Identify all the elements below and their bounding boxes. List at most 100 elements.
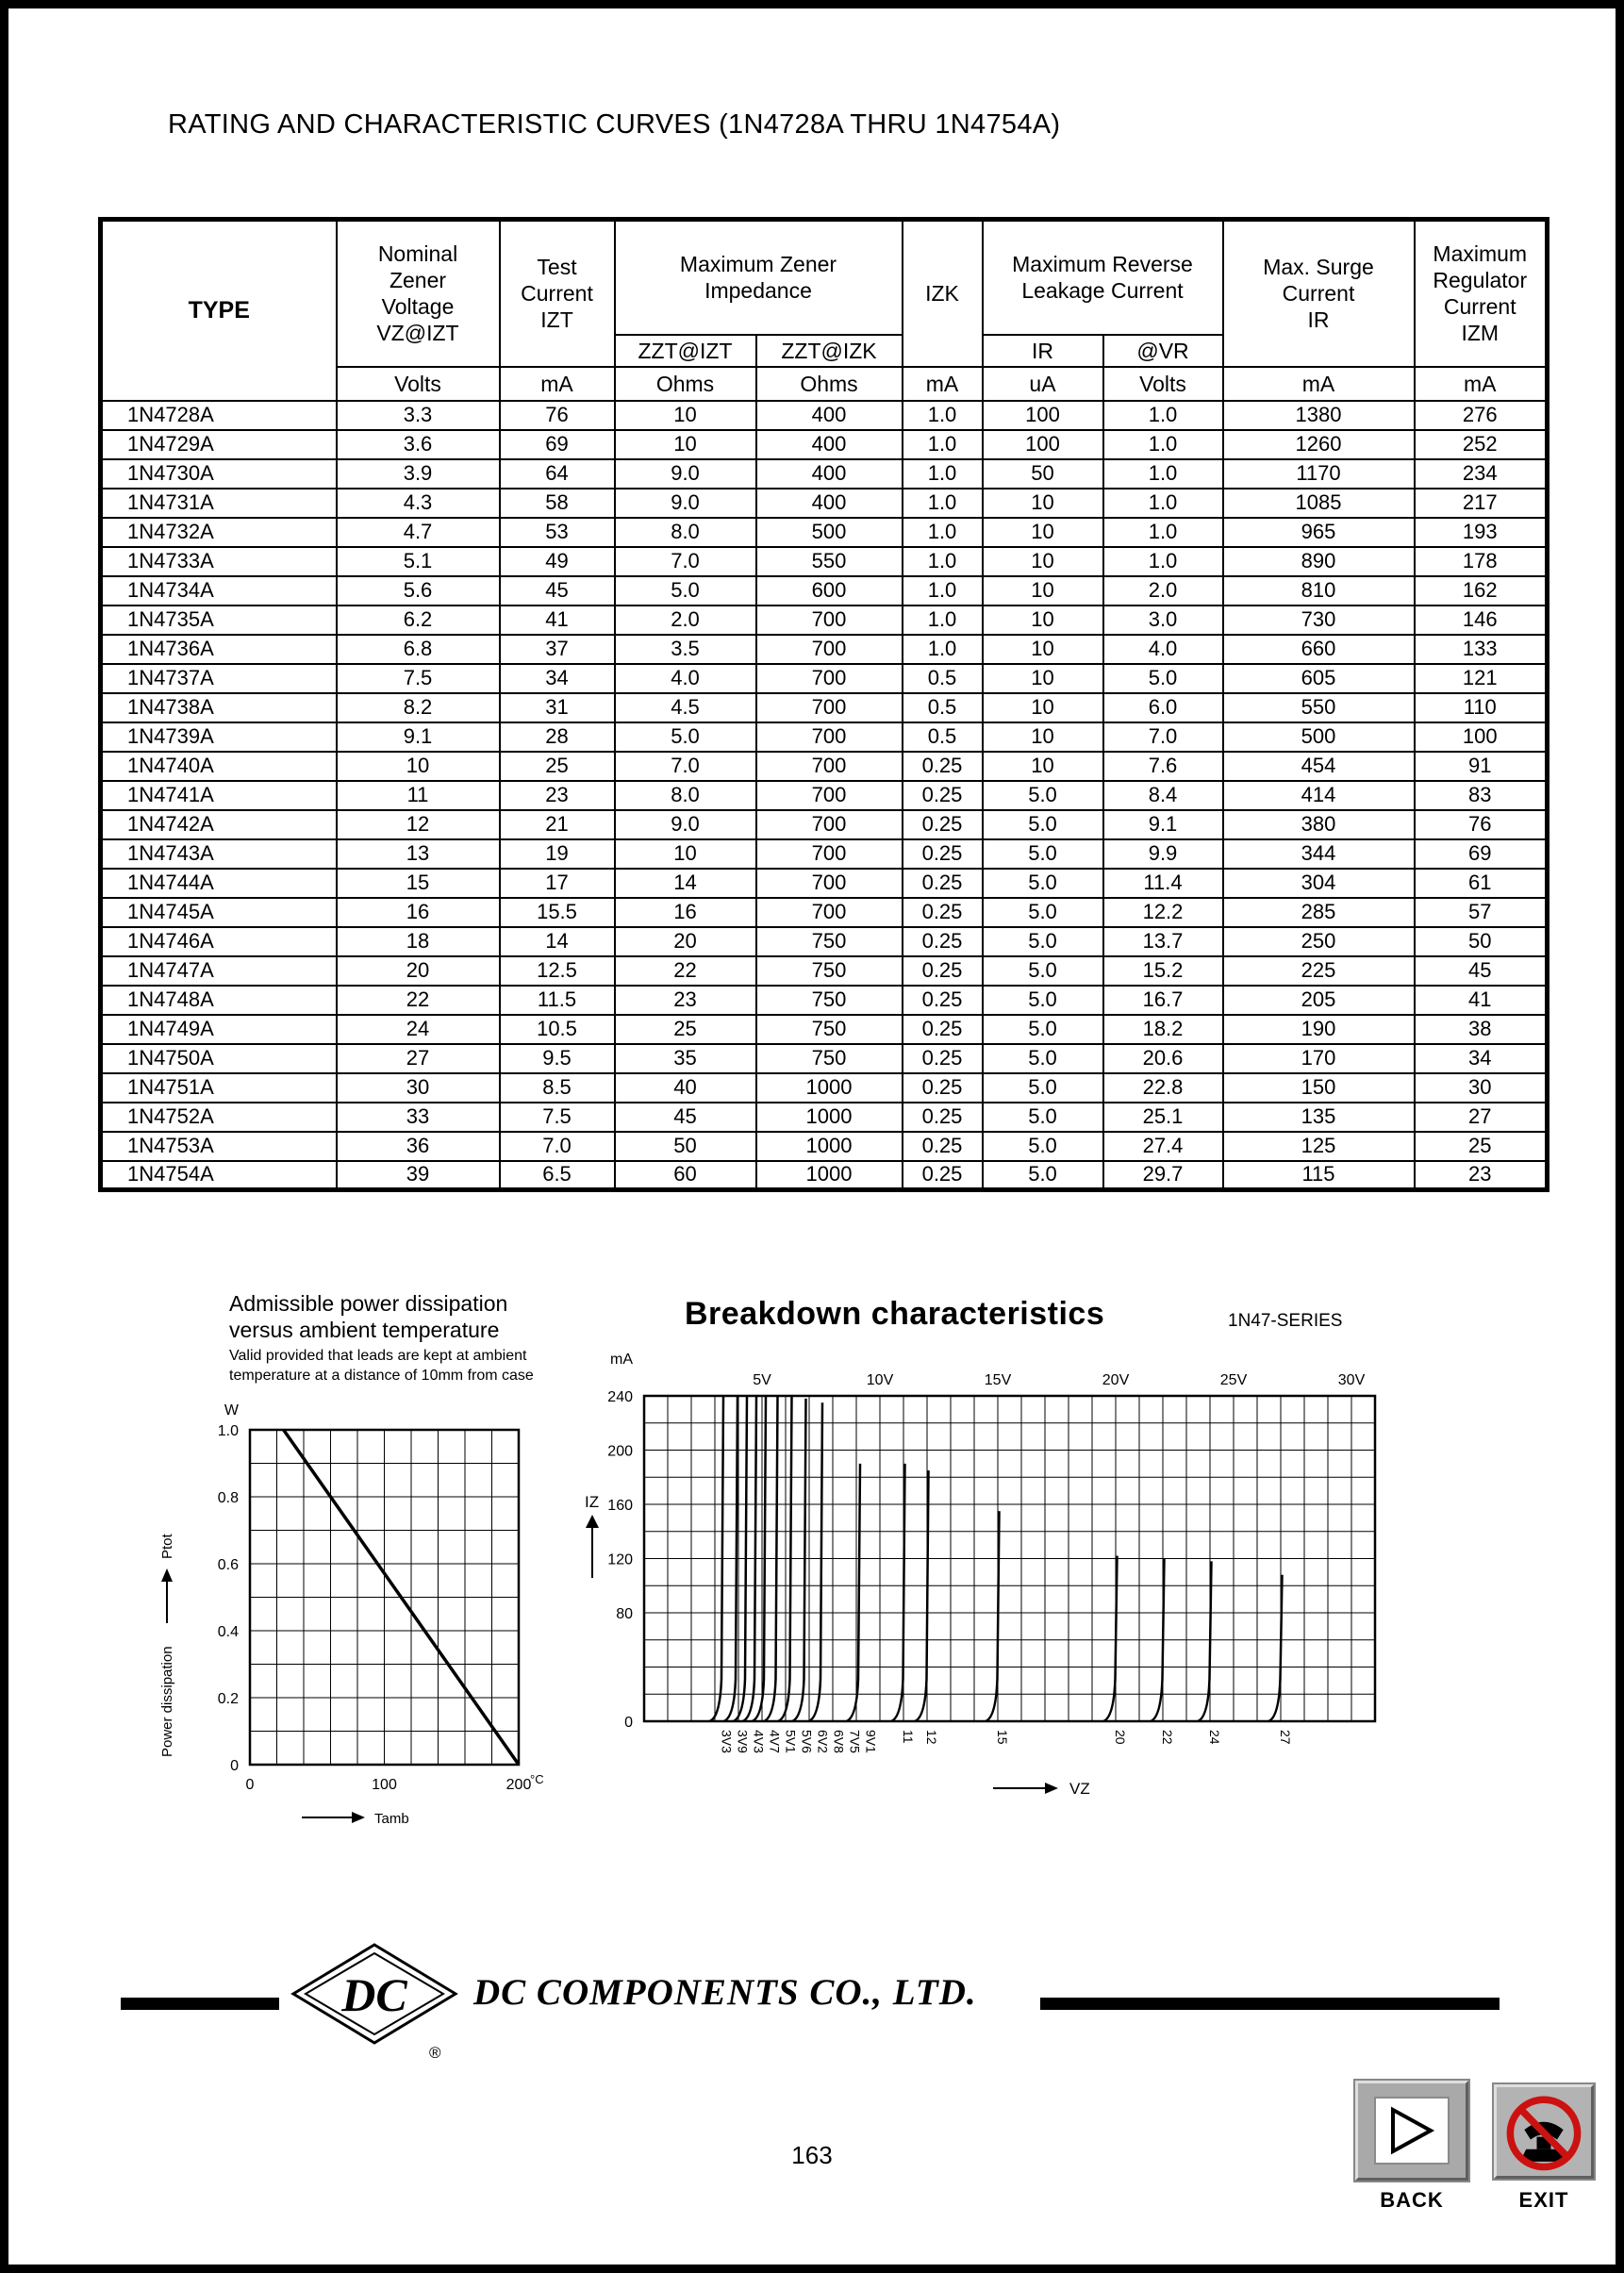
value-cell: 700 (754, 604, 903, 636)
value-cell: 1.0 (1102, 545, 1224, 577)
vz-tick-label-group: 6V2 (816, 1730, 831, 1753)
logo-inner-diamond (304, 1951, 445, 2036)
value-cell: 25 (1413, 1130, 1549, 1162)
vz-tick-label: 24 (1207, 1730, 1222, 1745)
type-cell: 1N4750A (99, 1042, 338, 1074)
value-cell: 100 (1413, 721, 1549, 753)
value-cell: 10 (981, 487, 1104, 519)
breakdown-curve (741, 1395, 758, 1723)
page-number: 163 (791, 2141, 833, 2169)
footer-bar-right (1040, 1998, 1500, 2010)
value-cell: 0.25 (901, 1130, 984, 1162)
table-row: 1N4741A 11 23 8.0 700 0.25 5.0 8.4 414 83 (99, 779, 1549, 811)
value-cell: 13.7 (1102, 925, 1224, 957)
value-cell: 1.0 (901, 574, 984, 606)
value-cell: 10 (981, 574, 1104, 606)
value-cell: 250 (1221, 925, 1416, 957)
value-cell: 64 (498, 457, 616, 489)
value-cell: 5.1 (335, 545, 501, 577)
value-cell: 4.0 (613, 662, 757, 694)
table-row: 1N4730A 3.9 64 9.0 400 1.0 50 1.0 1170 234 (99, 457, 1549, 489)
breakdown-curve (751, 1395, 768, 1723)
value-cell: 7.0 (1102, 721, 1224, 753)
header-row-main: TYPE Nominal Zener Voltage VZ@IZT Test C… (99, 218, 1549, 402)
value-cell: 750 (754, 1013, 903, 1045)
vz-tick-label: 4V3 (752, 1730, 767, 1753)
plot-border (642, 1394, 1377, 1723)
value-cell: 5.0 (613, 721, 757, 753)
breakdown-curve (914, 1470, 930, 1723)
value-cell: 36 (335, 1130, 501, 1162)
table-row: 1N4752A 33 7.5 45 1000 0.25 5.0 25.1 135 27 (99, 1101, 1549, 1133)
value-cell: 39 (335, 1159, 501, 1191)
x-axis-label: Tamb (374, 1811, 409, 1827)
value-cell: 15.5 (498, 896, 616, 928)
logo-registered-mark: ® (429, 2044, 441, 2062)
value-cell: 69 (498, 428, 616, 460)
table-row: 1N4749A 24 10.5 25 750 0.25 5.0 18.2 190 38 (99, 1013, 1549, 1045)
value-cell: 225 (1221, 954, 1416, 987)
value-cell: 12.5 (498, 954, 616, 987)
vz-tick-label-group: 7V5 (848, 1730, 863, 1753)
breakdown-curve (722, 1395, 739, 1723)
value-cell: 1.0 (1102, 457, 1224, 489)
col-header-type: TYPE (99, 218, 338, 402)
top-tick-label: 5V (753, 1372, 771, 1388)
value-cell: 5.0 (981, 867, 1104, 899)
value-cell: 0.25 (901, 808, 984, 840)
table-row: 1N4750A 27 9.5 35 750 0.25 5.0 20.6 170 34 (99, 1042, 1549, 1074)
value-cell: 20.6 (1102, 1042, 1224, 1074)
value-cell: 400 (754, 399, 903, 431)
value-cell: 700 (754, 808, 903, 840)
table-row: 1N4745A 16 15.5 16 700 0.25 5.0 12.2 285 57 (99, 896, 1549, 928)
value-cell: 1000 (754, 1130, 903, 1162)
top-tick-label: 25V (1220, 1372, 1248, 1388)
value-cell: 5.0 (981, 1071, 1104, 1103)
exit-button-label: EXIT (1518, 2188, 1569, 2212)
type-cell: 1N4740A (99, 750, 338, 782)
value-cell: 3.5 (613, 633, 757, 665)
table-row: 1N4735A 6.2 41 2.0 700 1.0 10 3.0 730 146 (99, 604, 1549, 636)
value-cell: 1000 (754, 1101, 903, 1133)
type-cell: 1N4751A (99, 1071, 338, 1103)
y-unit-label: mA (610, 1352, 633, 1368)
value-cell: 380 (1221, 808, 1416, 840)
type-cell: 1N4745A (99, 896, 338, 928)
value-cell: 45 (613, 1101, 757, 1133)
value-cell: 5.0 (981, 1159, 1104, 1191)
value-cell: 5.0 (981, 808, 1104, 840)
table-row: 1N4743A 13 19 10 700 0.25 5.0 9.9 344 69 (99, 838, 1549, 870)
type-cell: 1N4735A (99, 604, 338, 636)
value-cell: 700 (754, 721, 903, 753)
col-subheader-zzt-izk: ZZT@IZK (754, 333, 903, 368)
table-row: 1N4738A 8.2 31 4.5 700 0.5 10 6.0 550 110 (99, 691, 1549, 723)
ptot-label: Ptot (159, 1533, 175, 1559)
value-cell: 550 (1221, 691, 1416, 723)
vz-tick-label-group: 4V3 (752, 1730, 767, 1753)
value-cell: 10 (981, 750, 1104, 782)
exit-button[interactable] (1494, 2084, 1594, 2179)
value-cell: 10 (981, 604, 1104, 636)
value-cell: 49 (498, 545, 616, 577)
value-cell: 5.0 (613, 574, 757, 606)
breakdown-chart-svg: 5V 10V 15V 20V 25V 30V 0 80 120 160 200 240 mA 3V3 3V9… (585, 1352, 1377, 1798)
value-cell: 4.0 (1102, 633, 1224, 665)
value-cell: 133 (1413, 633, 1549, 665)
y-tick-label: 0.8 (218, 1490, 239, 1506)
back-button[interactable] (1355, 2081, 1468, 2181)
value-cell: 27.4 (1102, 1130, 1224, 1162)
breakdown-curve (1150, 1558, 1166, 1723)
value-cell: 5.0 (981, 779, 1104, 811)
table-row: 1N4751A 30 8.5 40 1000 0.25 5.0 22.8 150 30 (99, 1071, 1549, 1103)
value-cell: 3.9 (335, 457, 501, 489)
value-cell: 170 (1221, 1042, 1416, 1074)
value-cell: 5.0 (981, 1013, 1104, 1045)
vz-tick-label-group: 5V1 (784, 1730, 799, 1753)
value-cell: 91 (1413, 750, 1549, 782)
value-cell: 7.0 (613, 750, 757, 782)
value-cell: 40 (613, 1071, 757, 1103)
vz-tick-label: 11 (901, 1730, 916, 1744)
vz-tick-label: 6V2 (816, 1730, 831, 1753)
value-cell: 10 (613, 399, 757, 431)
value-cell: 41 (498, 604, 616, 636)
